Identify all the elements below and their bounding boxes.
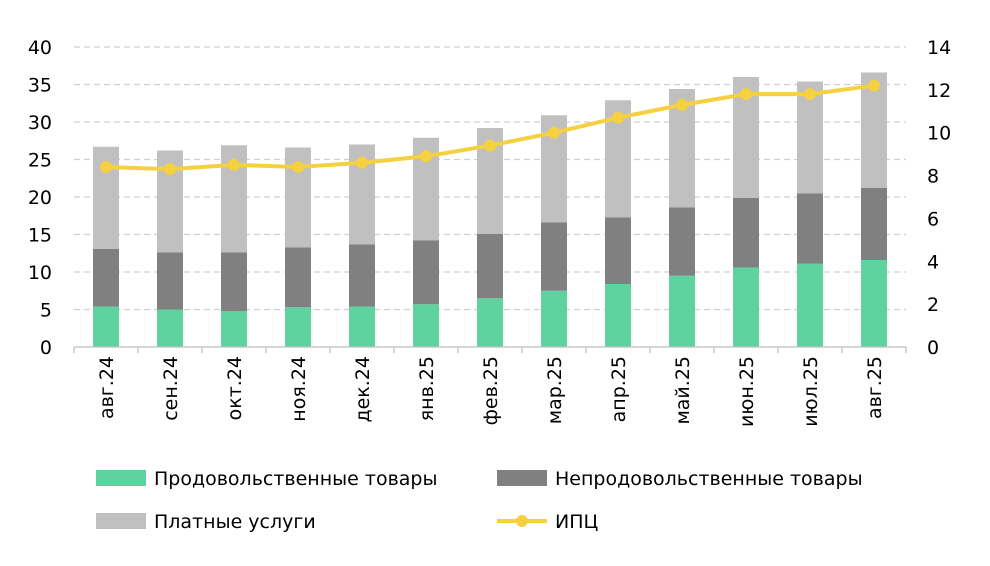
cpi-point (612, 111, 624, 124)
y-left-tick-label: 30 (28, 112, 52, 134)
y-left-tick-label: 0 (40, 337, 52, 359)
x-category-label: янв.25 (416, 356, 438, 421)
legend-item: Непродовольственные товары (497, 468, 863, 490)
cpi-point (420, 150, 432, 163)
bar-segment (541, 222, 567, 291)
bar-segment (669, 207, 695, 276)
cpi-point (676, 98, 688, 111)
bar-segment (221, 252, 247, 311)
x-category-label: авг.24 (96, 356, 118, 419)
y-right-tick-label: 4 (927, 251, 939, 273)
y-right-tick-label: 10 (927, 123, 951, 145)
bar-segment (157, 309, 183, 347)
bar-segment (221, 311, 247, 347)
cpi-point (548, 126, 560, 139)
y-right-tick-label: 8 (927, 166, 939, 188)
y-axis-right: 0 2 4 6 8 10 12 14 (927, 37, 951, 359)
x-category-label: дек.24 (352, 356, 374, 423)
cpi-point (740, 88, 752, 101)
bar-segment (733, 267, 759, 347)
cpi-point (292, 161, 304, 173)
legend-label: ИПЦ (555, 511, 598, 533)
bar-segment (861, 188, 887, 260)
x-category-label: мар.25 (544, 356, 566, 424)
legend-label: Продовольственные товары (154, 468, 437, 490)
bar-segment (93, 306, 119, 347)
legend-swatch (96, 513, 146, 529)
legend-item: Продовольственные товары (96, 468, 437, 490)
y-left-tick-label: 20 (28, 187, 52, 209)
bar-segment (349, 306, 375, 347)
bar-segment (733, 197, 759, 268)
y-right-tick-label: 0 (927, 337, 939, 359)
y-right-tick-label: 2 (927, 294, 939, 316)
y-axis-left: 0 5 10 15 20 25 30 35 40 (28, 37, 52, 359)
legend-item: Платные услуги (96, 511, 316, 533)
x-axis: авг.24 сен.24 окт.24 ноя.24 дек.24 янв.25 фев.… (73, 346, 907, 427)
cpi-point (100, 161, 112, 173)
x-category-label: авг.25 (864, 356, 886, 419)
bar-segment (861, 72, 887, 188)
x-category-label: июн.25 (736, 356, 758, 427)
x-category-label: май.25 (672, 356, 694, 425)
cpi-point (484, 139, 496, 152)
cpi-point (164, 163, 176, 176)
bar-segment (797, 263, 823, 347)
bar-segment (157, 252, 183, 310)
bar-segment (285, 247, 311, 308)
cpi-point (356, 156, 368, 169)
y-left-tick-label: 15 (28, 225, 52, 247)
line-series (100, 79, 880, 176)
bar-segment (413, 240, 439, 305)
bar-segment (797, 193, 823, 264)
legend-label: Платные услуги (154, 511, 316, 533)
x-category-label: ноя.24 (288, 356, 310, 422)
legend-label: Непродовольственные товары (555, 468, 863, 490)
bar-segment (477, 233, 503, 299)
cpi-point (868, 79, 880, 92)
bar-segment (285, 307, 311, 347)
y-left-tick-label: 10 (28, 262, 52, 284)
y-left-tick-label: 5 (40, 300, 52, 322)
y-left-tick-label: 35 (28, 75, 52, 97)
cpi-point (804, 88, 816, 101)
x-category-label: окт.24 (224, 356, 246, 420)
legend-swatch (96, 470, 146, 486)
x-category-label: июл.25 (800, 356, 822, 427)
legend: Продовольственные товары Непродовольствен… (96, 468, 863, 533)
legend-marker (516, 515, 528, 527)
bar-segment (669, 275, 695, 347)
y-left-tick-label: 40 (28, 37, 52, 59)
y-right-tick-label: 14 (927, 37, 951, 59)
bar-segment (605, 284, 631, 347)
x-category-label: фев.25 (480, 356, 502, 425)
bar-series (93, 72, 887, 347)
bar-segment (477, 298, 503, 347)
x-category-label: сен.24 (160, 356, 182, 421)
bar-segment (861, 260, 887, 347)
bar-segment (413, 304, 439, 347)
y-right-tick-label: 12 (927, 80, 951, 102)
cpi-point (228, 158, 240, 171)
bar-segment (93, 248, 119, 307)
legend-swatch (497, 470, 547, 486)
bar-segment (605, 217, 631, 284)
x-category-label: апр.25 (608, 356, 630, 422)
y-right-tick-label: 6 (927, 208, 939, 230)
bar-segment (349, 244, 375, 307)
bar-segment (541, 290, 567, 347)
y-left-tick-label: 25 (28, 150, 52, 172)
legend-item: ИПЦ (497, 511, 598, 533)
